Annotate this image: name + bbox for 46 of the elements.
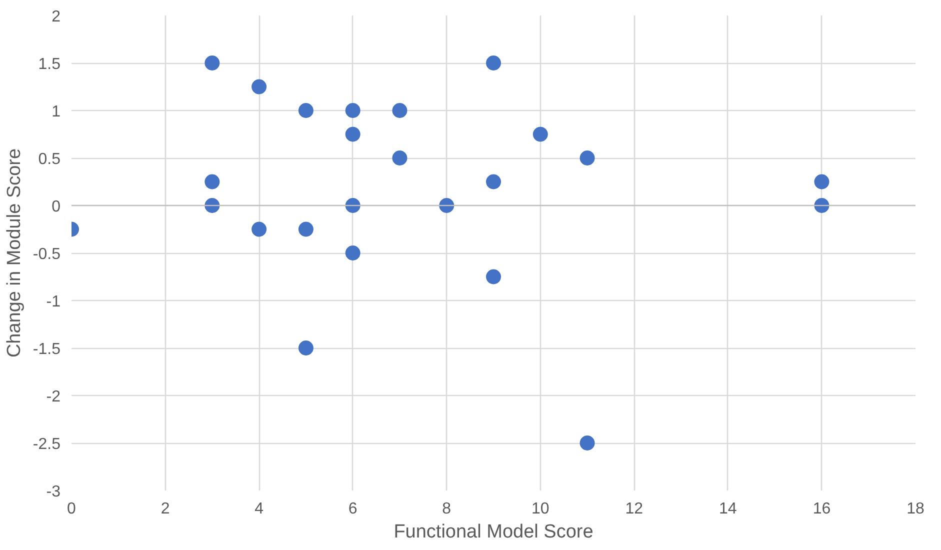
y-tick-label: 1 [52, 104, 61, 120]
point [345, 126, 360, 142]
point [532, 126, 548, 142]
point [345, 103, 360, 118]
x-axis-title: Functional Model Score [394, 522, 594, 542]
x-tick-label: 10 [531, 500, 550, 518]
point [486, 174, 501, 190]
y-tick-label: 0 [52, 198, 61, 216]
x-tick-label: 12 [625, 500, 644, 518]
point [204, 174, 220, 190]
point [580, 436, 595, 450]
y-tick-label: 2 [52, 8, 61, 26]
point [345, 198, 360, 213]
point [814, 174, 830, 190]
x-tick-label: 14 [719, 500, 737, 518]
x-tick-label: 8 [442, 500, 452, 518]
y-tick-label: -2 [46, 388, 61, 406]
point [392, 150, 408, 166]
x-tick-label: 4 [254, 500, 264, 518]
point [204, 198, 220, 213]
y-tick-label: -0.5 [32, 246, 61, 263]
point [814, 198, 830, 213]
point [252, 222, 267, 237]
point [298, 222, 314, 237]
point [298, 340, 314, 356]
y-tick-label: -2.5 [32, 436, 61, 453]
point [298, 103, 314, 118]
x-tick-label: 6 [348, 500, 358, 518]
y-tick-label: 0.5 [38, 151, 61, 168]
x-tick-label: 18 [906, 500, 924, 518]
point [580, 150, 595, 166]
point [252, 79, 267, 94]
point [345, 246, 360, 260]
y-tick-label: -1.5 [32, 341, 61, 358]
y-tick-label: -1 [46, 294, 61, 310]
point [392, 103, 408, 118]
x-tick-label: 2 [160, 500, 170, 518]
point [204, 56, 220, 70]
x-tick-label: 16 [812, 500, 831, 518]
point [439, 198, 454, 213]
point [486, 269, 501, 284]
x-tick-label: 0 [67, 500, 76, 518]
y-tick-label: -3 [46, 484, 61, 500]
y-tick-label: 1.5 [38, 56, 61, 73]
y-axis-title: Change in Module Score [4, 148, 25, 358]
point [486, 56, 501, 70]
